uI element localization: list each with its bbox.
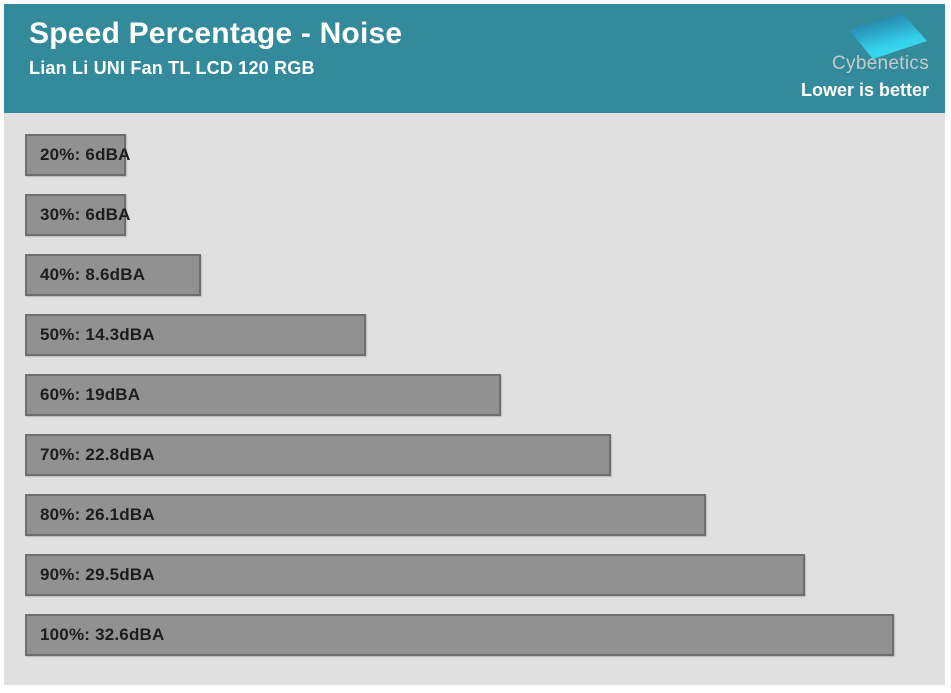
bar-70%: 70%: 22.8dBA	[25, 434, 612, 476]
bar-row: 50%: 14.3dBA	[25, 314, 944, 374]
bar-row: 20%: 6dBA	[25, 134, 944, 194]
bar-90%: 90%: 29.5dBA	[25, 554, 805, 596]
bar-row: 90%: 29.5dBA	[25, 554, 944, 614]
bar-label: 70%: 22.8dBA	[40, 445, 155, 464]
cybenetics-logo-icon	[849, 13, 927, 59]
bar-20%: 20%: 6dBA	[25, 134, 130, 176]
bar-row: 100%: 32.6dBA	[25, 614, 944, 674]
bar-label: 50%: 14.3dBA	[40, 325, 155, 344]
bar-row: 30%: 6dBA	[25, 194, 944, 254]
bar-80%: 80%: 26.1dBA	[25, 494, 707, 536]
bar-label: 100%: 32.6dBA	[40, 625, 165, 644]
brand-name: Cybenetics	[832, 53, 929, 74]
bar-100%: 100%: 32.6dBA	[25, 614, 894, 656]
bar-60%: 60%: 19dBA	[25, 374, 502, 416]
bar-30%: 30%: 6dBA	[25, 194, 130, 236]
chart-header: Speed Percentage - Noise Lian Li UNI Fan…	[4, 4, 945, 113]
bar-row: 80%: 26.1dBA	[25, 494, 944, 554]
bar-50%: 50%: 14.3dBA	[25, 314, 366, 356]
header-titles: Speed Percentage - Noise Lian Li UNI Fan…	[29, 4, 402, 113]
noise-chart: Speed Percentage - Noise Lian Li UNI Fan…	[4, 4, 945, 685]
bar-label: 30%: 6dBA	[40, 205, 131, 224]
chart-title: Speed Percentage - Noise	[29, 17, 403, 50]
header-branding: Cybenetics Lower is better	[801, 4, 929, 113]
bar-label: 80%: 26.1dBA	[40, 505, 155, 524]
bar-label: 60%: 19dBA	[40, 385, 141, 404]
plot-area: 20%: 6dBA 30%: 6dBA 40%: 8.6dBA 50%: 14.3dB…	[4, 113, 945, 685]
bar-label: 90%: 29.5dBA	[40, 565, 155, 584]
bar-label: 40%: 8.6dBA	[40, 265, 146, 284]
chart-subtitle: Lian Li UNI Fan TL LCD 120 RGB	[29, 57, 315, 78]
bar-group: 20%: 6dBA 30%: 6dBA 40%: 8.6dBA 50%: 14.3dB…	[25, 134, 944, 674]
bar-row: 60%: 19dBA	[25, 374, 944, 434]
bar-label: 20%: 6dBA	[40, 145, 131, 164]
bar-40%: 40%: 8.6dBA	[25, 254, 202, 296]
bar-row: 40%: 8.6dBA	[25, 254, 944, 314]
lower-is-better-note: Lower is better	[800, 80, 929, 100]
bar-row: 70%: 22.8dBA	[25, 434, 944, 494]
